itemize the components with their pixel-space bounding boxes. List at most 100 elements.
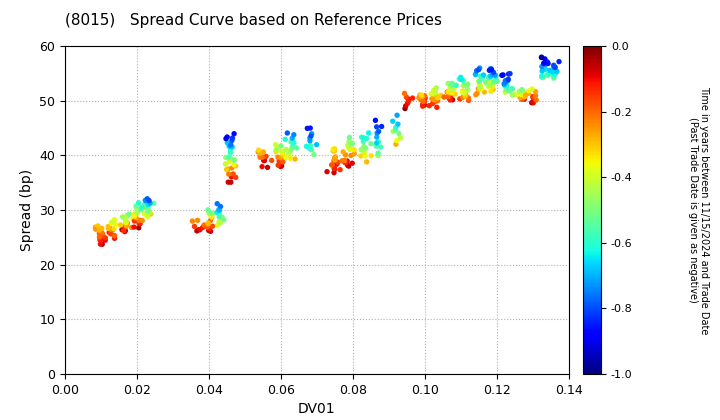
Point [503, 76, 514, 83]
Point [419, 98, 431, 105]
Point [126, 224, 138, 231]
Point [283, 151, 294, 158]
Point [490, 73, 502, 79]
Point [496, 72, 508, 79]
Point [358, 143, 369, 150]
Point [416, 95, 428, 102]
Point [288, 131, 300, 138]
Point [485, 74, 496, 81]
Point [218, 216, 230, 223]
Point [428, 87, 439, 94]
Point [132, 209, 143, 215]
Point [223, 154, 235, 160]
Point [449, 91, 461, 97]
Point [470, 92, 482, 98]
Point [222, 166, 233, 173]
Point [478, 72, 490, 79]
Point [553, 58, 564, 65]
Point [500, 79, 511, 86]
Point [205, 210, 217, 216]
Point [518, 89, 529, 96]
Point [131, 205, 143, 212]
Point [498, 71, 509, 78]
Point [258, 157, 270, 164]
Point [281, 146, 292, 153]
Point [526, 86, 538, 92]
Point [531, 97, 542, 103]
Point [226, 165, 238, 171]
Point [343, 145, 355, 152]
Point [128, 211, 140, 218]
Point [431, 84, 442, 91]
Point [485, 65, 496, 72]
X-axis label: DV01: DV01 [298, 402, 336, 416]
Point [128, 224, 140, 231]
Point [135, 220, 146, 227]
Point [256, 163, 268, 170]
Point [392, 112, 403, 118]
Point [492, 78, 503, 85]
Point [541, 58, 553, 65]
Point [230, 174, 242, 181]
Point [121, 212, 132, 219]
Point [321, 168, 333, 175]
Point [474, 65, 485, 71]
Point [346, 160, 358, 167]
Point [393, 130, 405, 137]
Point [145, 211, 156, 218]
Point [286, 145, 297, 152]
Point [485, 77, 496, 84]
Point [275, 154, 287, 161]
Point [328, 165, 340, 172]
Point [106, 219, 117, 226]
Point [474, 86, 485, 93]
Point [430, 91, 441, 98]
Point [131, 209, 143, 216]
Point [202, 220, 214, 226]
Point [458, 77, 469, 84]
Point [484, 67, 495, 74]
Point [107, 218, 118, 225]
Point [390, 124, 402, 131]
Point [371, 143, 382, 150]
Point [500, 83, 512, 90]
Point [117, 213, 128, 220]
Point [133, 217, 145, 224]
Point [254, 154, 266, 161]
Point [142, 213, 153, 220]
Point [519, 94, 531, 100]
Point [504, 70, 516, 77]
Point [476, 75, 487, 82]
Point [390, 127, 401, 134]
Point [305, 125, 316, 131]
Point [542, 60, 554, 67]
Point [499, 82, 510, 89]
Point [361, 158, 372, 165]
Point [513, 88, 525, 94]
Point [225, 179, 237, 186]
Text: Time in years between 11/15/2024 and Trade Date
(Past Trade Date is given as neg: Time in years between 11/15/2024 and Tra… [688, 86, 709, 334]
Point [414, 92, 426, 98]
Point [423, 102, 435, 109]
Point [203, 227, 215, 234]
Point [516, 91, 527, 97]
Point [121, 220, 132, 227]
Point [94, 229, 105, 236]
Point [133, 206, 145, 213]
Point [538, 60, 549, 67]
Point [328, 169, 340, 176]
Point [343, 138, 355, 145]
Point [475, 73, 487, 79]
Point [133, 220, 145, 227]
Point [96, 230, 108, 237]
Point [280, 154, 292, 161]
Point [358, 134, 369, 141]
Point [227, 135, 238, 142]
Point [339, 159, 351, 166]
Point [121, 223, 132, 229]
Point [220, 154, 232, 161]
Point [274, 158, 285, 165]
Point [445, 93, 456, 100]
Point [487, 84, 498, 90]
Point [503, 87, 515, 94]
